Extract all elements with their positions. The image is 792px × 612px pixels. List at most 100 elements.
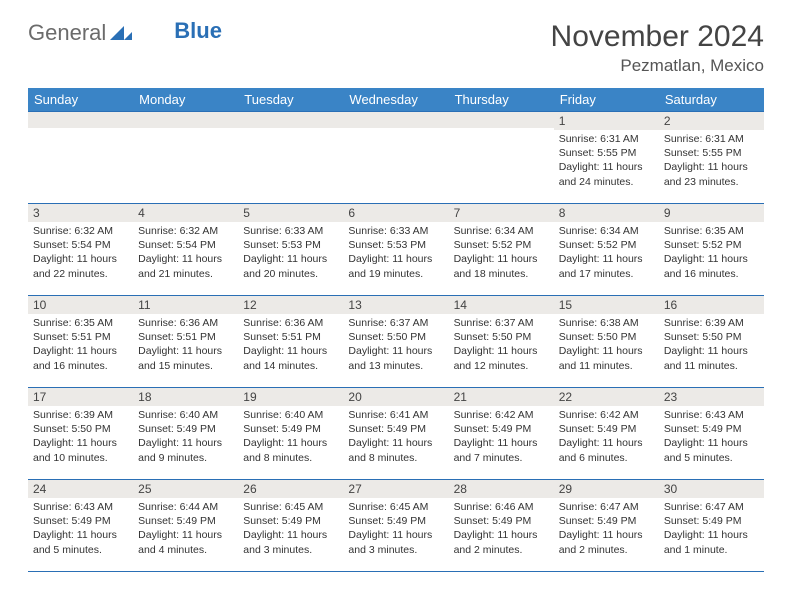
sunset-text: Sunset: 5:50 PM [454, 330, 549, 344]
sunset-text: Sunset: 5:55 PM [664, 146, 759, 160]
day-number: 11 [133, 296, 238, 314]
calendar-day: 18Sunrise: 6:40 AMSunset: 5:49 PMDayligh… [133, 388, 238, 480]
calendar-day: 28Sunrise: 6:46 AMSunset: 5:49 PMDayligh… [449, 480, 554, 572]
day-number: 21 [449, 388, 554, 406]
day-details: Sunrise: 6:31 AMSunset: 5:55 PMDaylight:… [659, 130, 764, 193]
day-details: Sunrise: 6:43 AMSunset: 5:49 PMDaylight:… [28, 498, 133, 561]
day-number [449, 112, 554, 128]
day-number: 9 [659, 204, 764, 222]
calendar-day [238, 112, 343, 204]
day-details: Sunrise: 6:47 AMSunset: 5:49 PMDaylight:… [554, 498, 659, 561]
sunrise-text: Sunrise: 6:36 AM [138, 316, 233, 330]
sunset-text: Sunset: 5:53 PM [243, 238, 338, 252]
day-number: 1 [554, 112, 659, 130]
day-details: Sunrise: 6:40 AMSunset: 5:49 PMDaylight:… [133, 406, 238, 469]
day-details: Sunrise: 6:33 AMSunset: 5:53 PMDaylight:… [343, 222, 448, 285]
daylight-text: Daylight: 11 hours and 16 minutes. [664, 252, 759, 280]
sunset-text: Sunset: 5:49 PM [454, 514, 549, 528]
sunset-text: Sunset: 5:51 PM [243, 330, 338, 344]
calendar-day: 29Sunrise: 6:47 AMSunset: 5:49 PMDayligh… [554, 480, 659, 572]
day-details: Sunrise: 6:45 AMSunset: 5:49 PMDaylight:… [238, 498, 343, 561]
logo: General Blue [28, 20, 222, 46]
calendar-day: 10Sunrise: 6:35 AMSunset: 5:51 PMDayligh… [28, 296, 133, 388]
day-number: 12 [238, 296, 343, 314]
daylight-text: Daylight: 11 hours and 1 minute. [664, 528, 759, 556]
logo-text-general: General [28, 20, 106, 46]
sunrise-text: Sunrise: 6:42 AM [454, 408, 549, 422]
sunrise-text: Sunrise: 6:33 AM [243, 224, 338, 238]
day-details: Sunrise: 6:38 AMSunset: 5:50 PMDaylight:… [554, 314, 659, 377]
daylight-text: Daylight: 11 hours and 13 minutes. [348, 344, 443, 372]
sunrise-text: Sunrise: 6:43 AM [33, 500, 128, 514]
day-details: Sunrise: 6:35 AMSunset: 5:51 PMDaylight:… [28, 314, 133, 377]
day-number: 10 [28, 296, 133, 314]
dayname-fri: Friday [554, 88, 659, 112]
sunset-text: Sunset: 5:55 PM [559, 146, 654, 160]
calendar-day [343, 112, 448, 204]
day-number [28, 112, 133, 128]
calendar-day: 20Sunrise: 6:41 AMSunset: 5:49 PMDayligh… [343, 388, 448, 480]
day-number: 17 [28, 388, 133, 406]
day-details: Sunrise: 6:33 AMSunset: 5:53 PMDaylight:… [238, 222, 343, 285]
day-number: 5 [238, 204, 343, 222]
day-number: 19 [238, 388, 343, 406]
sunset-text: Sunset: 5:49 PM [138, 422, 233, 436]
day-details: Sunrise: 6:46 AMSunset: 5:49 PMDaylight:… [449, 498, 554, 561]
dayname-tue: Tuesday [238, 88, 343, 112]
daylight-text: Daylight: 11 hours and 8 minutes. [348, 436, 443, 464]
day-details: Sunrise: 6:37 AMSunset: 5:50 PMDaylight:… [449, 314, 554, 377]
sunrise-text: Sunrise: 6:38 AM [559, 316, 654, 330]
sunrise-text: Sunrise: 6:40 AM [138, 408, 233, 422]
day-number: 20 [343, 388, 448, 406]
day-details: Sunrise: 6:47 AMSunset: 5:49 PMDaylight:… [659, 498, 764, 561]
calendar-day: 8Sunrise: 6:34 AMSunset: 5:52 PMDaylight… [554, 204, 659, 296]
calendar-week: 3Sunrise: 6:32 AMSunset: 5:54 PMDaylight… [28, 204, 764, 296]
sunrise-text: Sunrise: 6:39 AM [664, 316, 759, 330]
sunrise-text: Sunrise: 6:41 AM [348, 408, 443, 422]
sunrise-text: Sunrise: 6:35 AM [664, 224, 759, 238]
sunset-text: Sunset: 5:50 PM [559, 330, 654, 344]
day-details: Sunrise: 6:45 AMSunset: 5:49 PMDaylight:… [343, 498, 448, 561]
calendar-day: 15Sunrise: 6:38 AMSunset: 5:50 PMDayligh… [554, 296, 659, 388]
daylight-text: Daylight: 11 hours and 17 minutes. [559, 252, 654, 280]
day-number: 15 [554, 296, 659, 314]
logo-text-blue: Blue [174, 18, 222, 44]
daylight-text: Daylight: 11 hours and 23 minutes. [664, 160, 759, 188]
sunset-text: Sunset: 5:52 PM [664, 238, 759, 252]
sunset-text: Sunset: 5:50 PM [33, 422, 128, 436]
sunrise-text: Sunrise: 6:37 AM [348, 316, 443, 330]
daylight-text: Daylight: 11 hours and 11 minutes. [559, 344, 654, 372]
sunset-text: Sunset: 5:51 PM [138, 330, 233, 344]
day-details: Sunrise: 6:42 AMSunset: 5:49 PMDaylight:… [449, 406, 554, 469]
daylight-text: Daylight: 11 hours and 11 minutes. [664, 344, 759, 372]
day-number: 18 [133, 388, 238, 406]
day-details: Sunrise: 6:32 AMSunset: 5:54 PMDaylight:… [133, 222, 238, 285]
daylight-text: Daylight: 11 hours and 24 minutes. [559, 160, 654, 188]
day-details: Sunrise: 6:39 AMSunset: 5:50 PMDaylight:… [28, 406, 133, 469]
day-number: 28 [449, 480, 554, 498]
day-details: Sunrise: 6:41 AMSunset: 5:49 PMDaylight:… [343, 406, 448, 469]
sunrise-text: Sunrise: 6:42 AM [559, 408, 654, 422]
day-details: Sunrise: 6:34 AMSunset: 5:52 PMDaylight:… [449, 222, 554, 285]
sunrise-text: Sunrise: 6:32 AM [138, 224, 233, 238]
sunset-text: Sunset: 5:49 PM [138, 514, 233, 528]
day-details: Sunrise: 6:36 AMSunset: 5:51 PMDaylight:… [133, 314, 238, 377]
sunrise-text: Sunrise: 6:33 AM [348, 224, 443, 238]
day-details: Sunrise: 6:40 AMSunset: 5:49 PMDaylight:… [238, 406, 343, 469]
daylight-text: Daylight: 11 hours and 15 minutes. [138, 344, 233, 372]
daylight-text: Daylight: 11 hours and 5 minutes. [664, 436, 759, 464]
daylight-text: Daylight: 11 hours and 2 minutes. [559, 528, 654, 556]
day-details: Sunrise: 6:42 AMSunset: 5:49 PMDaylight:… [554, 406, 659, 469]
daylight-text: Daylight: 11 hours and 3 minutes. [243, 528, 338, 556]
day-number: 29 [554, 480, 659, 498]
sunset-text: Sunset: 5:50 PM [348, 330, 443, 344]
day-number: 8 [554, 204, 659, 222]
calendar-day: 12Sunrise: 6:36 AMSunset: 5:51 PMDayligh… [238, 296, 343, 388]
calendar-day: 30Sunrise: 6:47 AMSunset: 5:49 PMDayligh… [659, 480, 764, 572]
sunrise-text: Sunrise: 6:35 AM [33, 316, 128, 330]
daylight-text: Daylight: 11 hours and 19 minutes. [348, 252, 443, 280]
sunrise-text: Sunrise: 6:39 AM [33, 408, 128, 422]
day-number: 2 [659, 112, 764, 130]
calendar-day: 17Sunrise: 6:39 AMSunset: 5:50 PMDayligh… [28, 388, 133, 480]
calendar-day: 24Sunrise: 6:43 AMSunset: 5:49 PMDayligh… [28, 480, 133, 572]
